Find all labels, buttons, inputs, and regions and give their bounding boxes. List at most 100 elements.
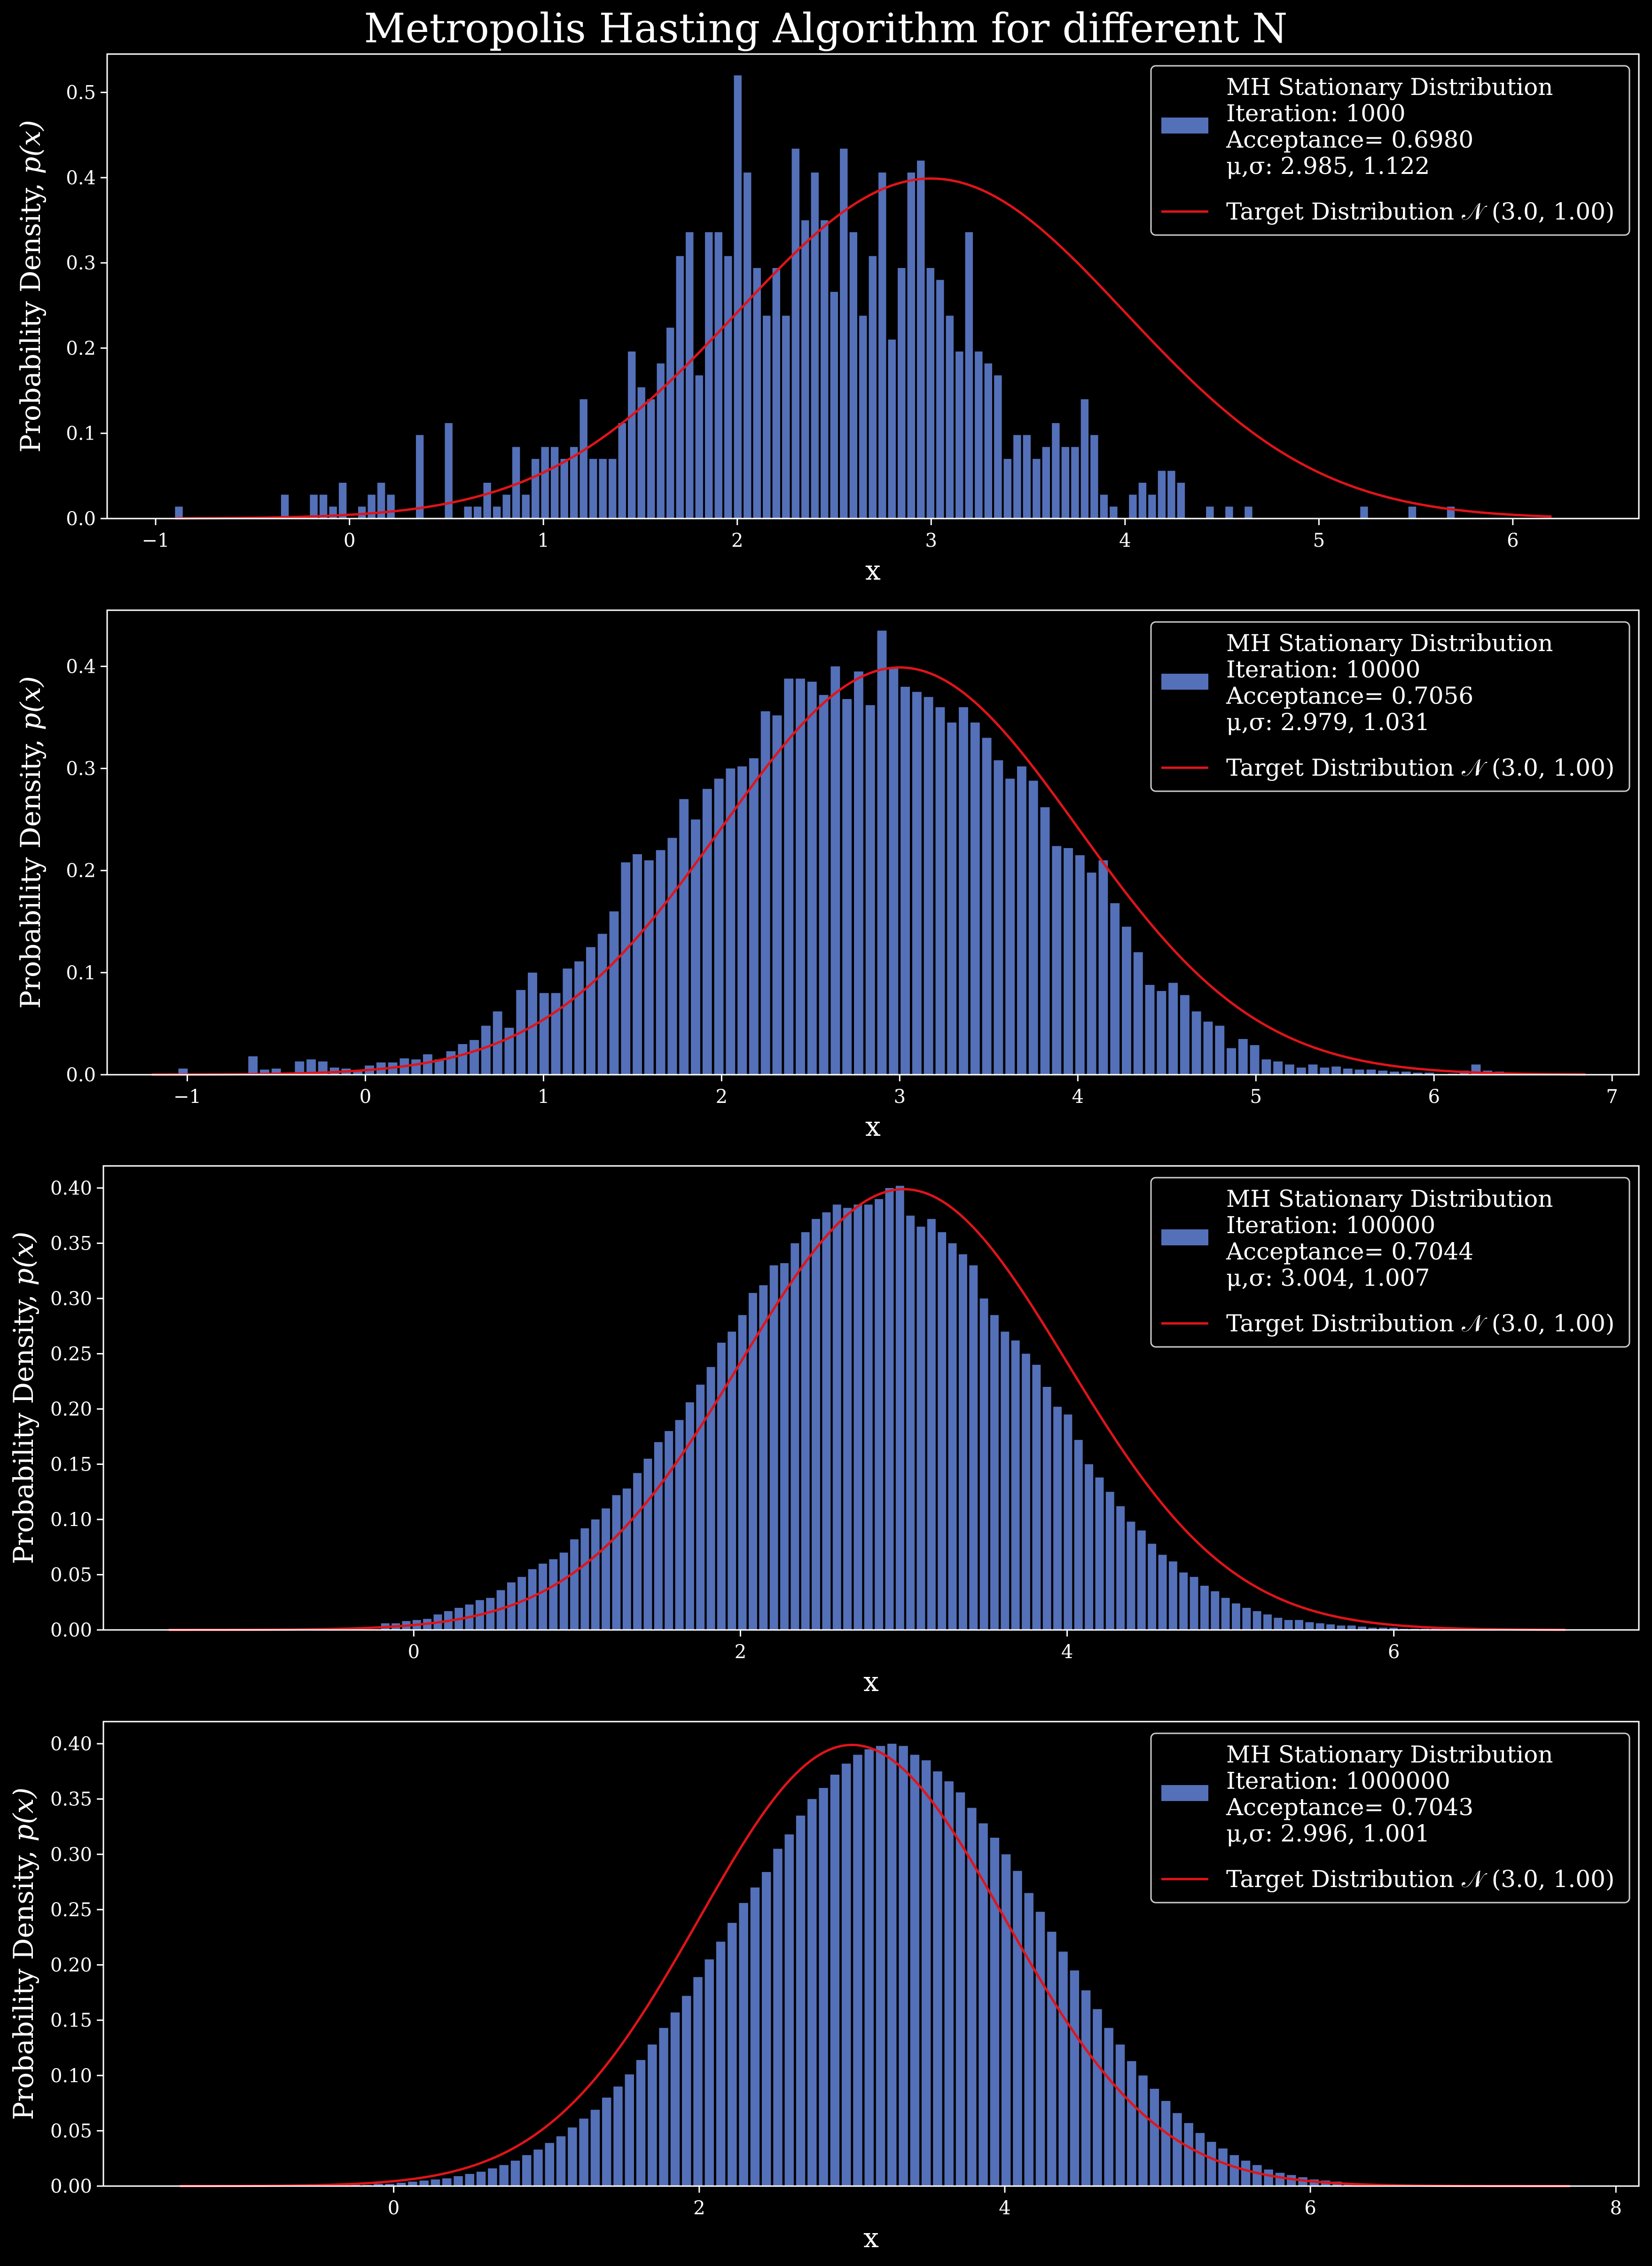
histogram-bar	[1148, 495, 1156, 519]
legend-hist-text: Acceptance= 0.7043	[1226, 1794, 1473, 1821]
histogram-bar	[782, 315, 790, 519]
histogram-bar	[488, 2168, 497, 2186]
histogram-bar	[691, 819, 700, 1075]
histogram-bar	[1013, 435, 1021, 519]
x-tick-label: 1	[537, 530, 549, 551]
histogram-bar	[539, 1564, 547, 1630]
histogram-bar	[734, 75, 742, 519]
histogram-bar	[784, 1834, 794, 2186]
histogram-bar	[753, 268, 761, 519]
histogram-bar	[1331, 1066, 1341, 1075]
histogram-bar	[589, 459, 597, 519]
histogram-bars	[328, 1744, 1410, 2186]
histogram-bar	[1366, 1070, 1376, 1075]
histogram-bar	[1042, 1387, 1051, 1630]
histogram-bar	[1378, 1628, 1387, 1630]
histogram-bar	[1150, 2088, 1159, 2186]
histogram-bar	[1358, 1626, 1367, 1630]
histogram-bar	[481, 1025, 491, 1075]
axes-frame	[102, 1721, 1640, 2187]
histogram-bar	[602, 2097, 611, 2186]
histogram-bar	[473, 506, 482, 519]
x-axis-label: x	[863, 1666, 879, 1698]
histogram-bar	[633, 1473, 642, 1630]
histogram-bar	[1425, 1072, 1434, 1075]
histogram-bar	[319, 495, 328, 519]
histogram-bar	[865, 705, 875, 1075]
histogram-bar	[374, 2184, 383, 2186]
histogram-bar	[591, 1519, 600, 1630]
histogram-bar	[876, 1746, 885, 2186]
histogram-bar	[667, 838, 677, 1075]
histogram-bar	[1368, 1628, 1377, 1630]
x-tick-label: 4	[1119, 530, 1131, 551]
histogram-bar	[681, 1996, 691, 2186]
histogram-bar	[656, 850, 665, 1075]
histogram-bar	[178, 1068, 188, 1075]
y-tick-label: 0.0	[66, 1064, 96, 1086]
y-tick-label: 0.00	[50, 2176, 92, 2197]
histogram-bar	[1052, 846, 1062, 1075]
histogram-bar	[260, 1070, 269, 1075]
histogram-bar	[458, 1044, 468, 1075]
histogram-bar	[541, 447, 549, 519]
histogram-bar	[465, 2174, 475, 2186]
legend-hist-text: μ,σ: 2.985, 1.122	[1226, 152, 1430, 180]
histogram-bar	[613, 2086, 623, 2186]
histogram-bar	[830, 1774, 840, 2186]
histogram-bar	[760, 711, 770, 1075]
histogram-bar	[1138, 482, 1147, 519]
histogram-bar	[926, 268, 935, 519]
legend-hist-text: Iteration: 10000	[1226, 656, 1420, 683]
histogram-bar	[927, 1219, 936, 1630]
histogram-bar	[559, 1552, 568, 1630]
histogram-bar	[1347, 1625, 1356, 1630]
histogram-bar	[726, 768, 736, 1075]
histogram-bar	[1071, 447, 1079, 519]
histogram-bar	[1158, 471, 1166, 519]
histogram-bar	[1232, 1603, 1240, 1630]
y-tick-label: 0.15	[50, 2010, 92, 2031]
y-tick-label: 0.1	[66, 423, 96, 445]
histogram-bar	[702, 789, 712, 1075]
histogram-bar	[984, 363, 993, 519]
histogram-bar	[994, 760, 1003, 1075]
histogram-bar	[1195, 2133, 1205, 2186]
histogram-bar	[1263, 1614, 1272, 1630]
legend-line-text: Target Distribution 𝒩 (3.0, 1.00)	[1226, 1310, 1614, 1337]
legend-hist-text: MH Stationary Distribution	[1226, 73, 1553, 101]
histogram-bar	[875, 1199, 884, 1630]
axes-frame	[106, 53, 1640, 519]
histogram-bar	[659, 2028, 668, 2186]
histogram-bar	[916, 1227, 925, 1630]
histogram-bars	[178, 630, 1504, 1075]
histogram-bar	[446, 1051, 456, 1075]
histogram-bar	[1133, 952, 1143, 1075]
histogram-bar	[648, 2044, 657, 2186]
histogram-bar	[1075, 855, 1085, 1075]
histogram-bar	[1180, 995, 1190, 1075]
histogram-bar	[1168, 1561, 1177, 1630]
histogram-bar	[434, 1059, 444, 1075]
histogram-bar	[1241, 2160, 1251, 2186]
x-tick-label: 3	[925, 530, 937, 551]
histogram-bar	[830, 666, 840, 1075]
legend-frame	[1150, 1732, 1630, 1904]
histogram-bar	[411, 1059, 421, 1075]
histogram-bar	[821, 220, 829, 519]
histogram-bar	[895, 1186, 904, 1630]
histogram-bar	[1053, 1407, 1062, 1630]
legend-line-text: Target Distribution 𝒩 (3.0, 1.00)	[1226, 198, 1614, 225]
histogram-bar	[947, 722, 957, 1075]
y-tick-label: 0.05	[50, 1565, 92, 1586]
histogram-bar	[1177, 482, 1185, 519]
histogram-bar	[385, 2184, 395, 2186]
histogram-bar	[590, 2109, 600, 2186]
x-axis-label: x	[865, 554, 881, 586]
histogram-bar	[967, 1808, 977, 2186]
histogram-bar	[693, 1977, 703, 2186]
histogram-bar	[1225, 506, 1233, 519]
histogram-bar	[423, 1054, 432, 1075]
histogram-bar	[749, 1293, 757, 1630]
histogram-bar	[854, 671, 863, 1075]
